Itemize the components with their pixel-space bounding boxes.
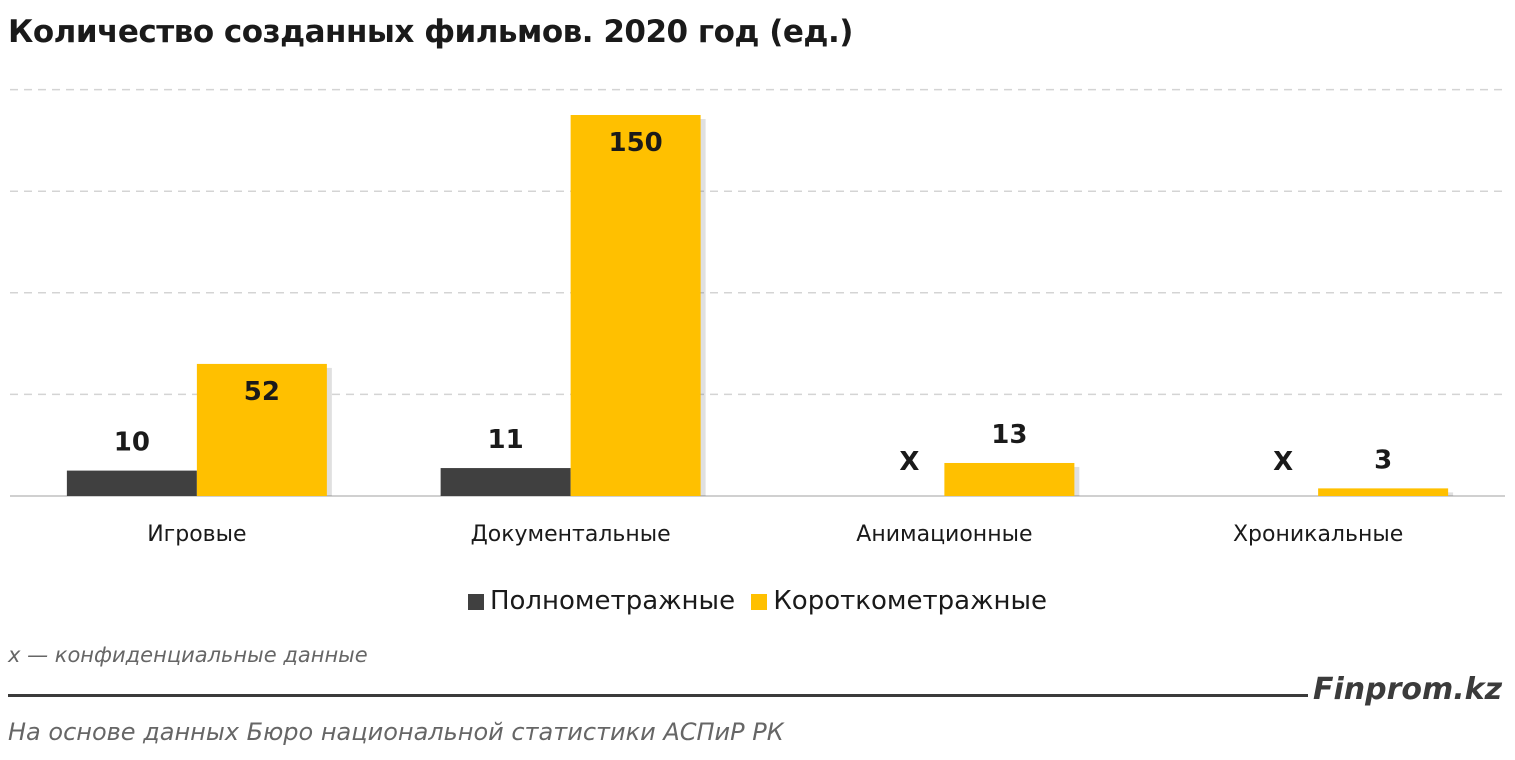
divider-line (8, 694, 1308, 697)
bar (440, 468, 571, 496)
legend-item-short: Короткометражные (751, 586, 1047, 616)
x-tick-label: Документальные (471, 522, 671, 547)
data-label: Х (899, 447, 919, 477)
legend-swatch-full-length (467, 594, 484, 610)
data-label: 10 (114, 428, 150, 458)
data-label: 3 (1374, 445, 1392, 475)
brand-logo-text: Finprom.kz (1313, 672, 1503, 707)
chart-title: Количество созданных фильмов. 2020 год (… (8, 14, 853, 50)
x-tick-label: Анимационные (856, 522, 1032, 547)
legend: Полнометражные Короткометражные (0, 586, 1515, 616)
bar (1318, 488, 1449, 496)
bar (570, 115, 701, 496)
data-label: 13 (991, 420, 1027, 450)
data-label: 150 (608, 128, 662, 158)
data-label: 11 (488, 425, 524, 455)
data-label: 52 (244, 377, 280, 407)
source-note: На основе данных Бюро национальной стати… (8, 718, 784, 746)
bar-chart: Игровые 10 52 Документальные 11 150 Анимационн… (10, 88, 1505, 547)
legend-item-full-length: Полнометражные (467, 586, 736, 616)
legend-label-short: Короткометражные (773, 586, 1048, 616)
x-tick-label: Хроникальные (1233, 522, 1403, 547)
x-tick-label: Игровые (147, 522, 246, 547)
footnote: х — конфиденциальные данные (8, 643, 368, 667)
legend-swatch-short (751, 594, 768, 610)
data-label: Х (1273, 447, 1293, 477)
bar (66, 470, 197, 496)
bar (944, 462, 1075, 496)
legend-label-full-length: Полнометражные (489, 586, 736, 616)
bar (196, 363, 327, 496)
